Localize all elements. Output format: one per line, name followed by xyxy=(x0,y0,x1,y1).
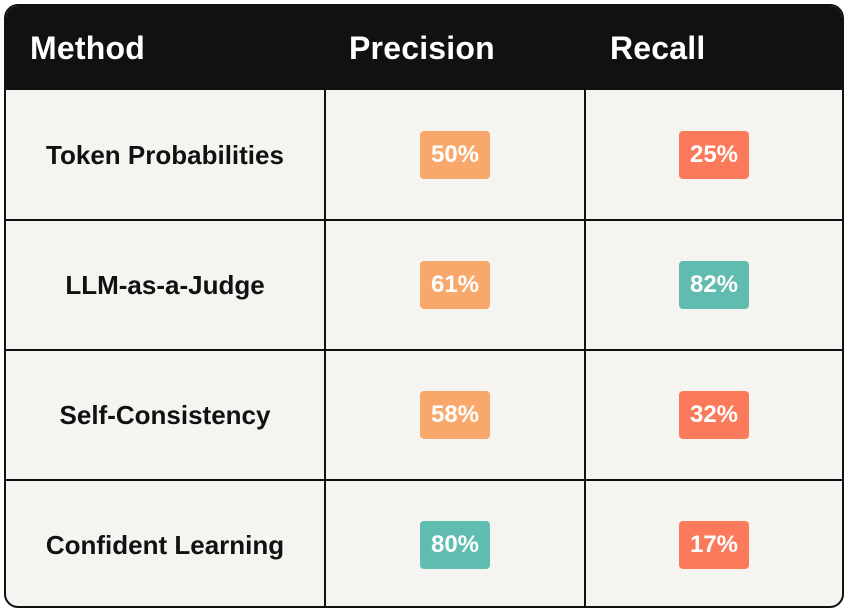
recall-cell: 17% xyxy=(586,480,842,606)
method-name: LLM-as-a-Judge xyxy=(65,269,265,300)
row-divider xyxy=(6,349,842,351)
column-divider xyxy=(324,90,326,606)
column-divider xyxy=(584,90,586,606)
table-row: Token Probabilities 50% 25% xyxy=(6,90,842,220)
precision-cell: 80% xyxy=(326,480,584,606)
column-header-recall: Recall xyxy=(610,30,706,66)
precision-cell: 58% xyxy=(326,350,584,480)
precision-cell: 50% xyxy=(326,90,584,220)
table-row: LLM-as-a-Judge 61% 82% xyxy=(6,220,842,350)
table-row: Confident Learning 80% 17% xyxy=(6,480,842,606)
row-divider xyxy=(6,479,842,481)
precision-badge: 80% xyxy=(419,521,491,569)
recall-badge: 17% xyxy=(678,521,750,569)
recall-cell: 82% xyxy=(586,220,842,350)
recall-badge: 82% xyxy=(678,261,750,309)
table-row: Self-Consistency 58% 32% xyxy=(6,350,842,480)
method-name: Confident Learning xyxy=(45,529,285,560)
table-header: Method Precision Recall xyxy=(6,6,842,90)
precision-cell: 61% xyxy=(326,220,584,350)
precision-badge: 58% xyxy=(419,391,491,439)
column-header-method: Method xyxy=(30,30,145,66)
precision-badge: 61% xyxy=(419,261,491,309)
recall-badge: 32% xyxy=(678,391,750,439)
recall-cell: 32% xyxy=(586,350,842,480)
precision-badge: 50% xyxy=(419,131,491,179)
recall-badge: 25% xyxy=(678,131,750,179)
method-name: Token Probabilities xyxy=(46,139,284,170)
recall-cell: 25% xyxy=(586,90,842,220)
row-divider xyxy=(6,219,842,221)
method-name: Self-Consistency xyxy=(59,399,271,430)
column-header-precision: Precision xyxy=(349,30,495,66)
results-table: Method Precision Recall Token Probabilit… xyxy=(4,4,844,608)
